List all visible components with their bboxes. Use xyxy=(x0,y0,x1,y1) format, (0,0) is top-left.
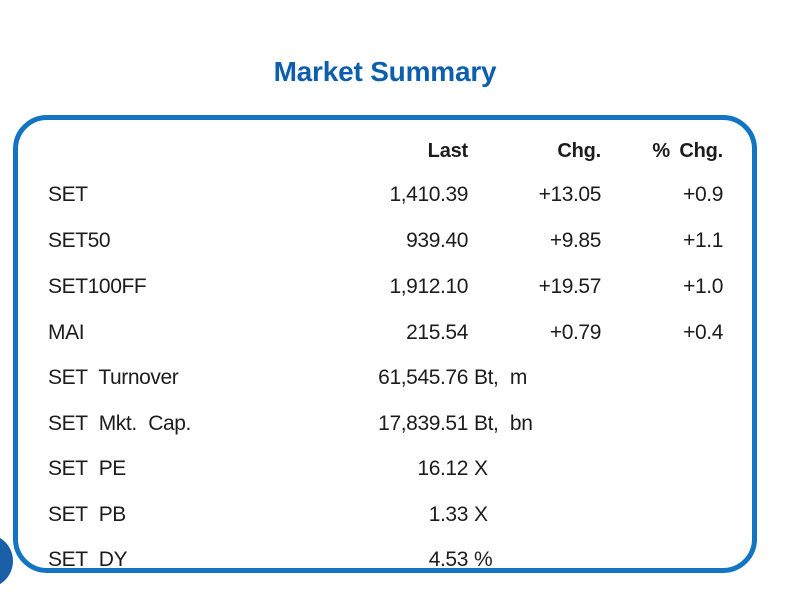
table-row-set-dy: SET DY 4.53 % xyxy=(18,545,752,575)
row-unit: X xyxy=(474,503,488,526)
page-title: Market Summary xyxy=(273,56,497,87)
row-last-value: 939.40 xyxy=(406,229,468,252)
row-chg-value: +0.79 xyxy=(549,321,602,344)
table-row-mai: MAI 215.54 +0.79 +0.4 xyxy=(18,318,752,348)
header-chg: Chg. xyxy=(557,140,601,162)
table-row-set-pb: SET PB 1.33 X xyxy=(18,500,752,530)
row-last-value: 1,410.39 xyxy=(389,183,468,206)
table-header-row: Last Chg. % Chg. xyxy=(18,136,752,166)
row-chg-value: +13.05 xyxy=(538,183,602,206)
row-pct-chg-value: +1.0 xyxy=(683,275,723,298)
row-last-value: 61,545.76 xyxy=(378,366,468,389)
table-row-set-turnover: SET Turnover 61,545.76 Bt, m xyxy=(18,363,752,393)
row-unit: Bt, bn xyxy=(474,412,533,435)
decorative-corner-circle xyxy=(0,534,13,588)
table-row-set-pe: SET PE 16.12 X xyxy=(18,454,752,484)
row-last-value: 215.54 xyxy=(406,321,468,344)
row-label: MAI xyxy=(48,321,85,344)
row-label: SET Mkt. Cap. xyxy=(48,412,191,435)
row-unit: % xyxy=(474,548,493,571)
row-label: SET xyxy=(48,183,88,206)
header-last: Last xyxy=(427,140,469,162)
row-last-value: 16.12 xyxy=(417,457,468,480)
row-unit: X xyxy=(474,457,488,480)
row-last-value: 1,912.10 xyxy=(389,275,468,298)
table-row-set50: SET50 939.40 +9.85 +1.1 xyxy=(18,226,752,256)
row-label: SET100FF xyxy=(48,275,147,298)
row-chg-value: +9.85 xyxy=(549,229,602,252)
row-last-value: 1.33 xyxy=(428,503,469,526)
table-row-set100ff: SET100FF 1,912.10 +19.57 +1.0 xyxy=(18,272,752,302)
row-label: SET50 xyxy=(48,229,111,252)
row-pct-chg-value: +0.4 xyxy=(683,321,723,344)
row-label: SET PE xyxy=(48,457,126,480)
market-summary-panel: Last Chg. % Chg. SET 1,410.39 +13.05 +0.… xyxy=(13,115,757,573)
header-pct-chg: % Chg. xyxy=(652,140,723,162)
table-row-set: SET 1,410.39 +13.05 +0.9 xyxy=(18,180,752,210)
row-chg-value: +19.57 xyxy=(538,275,602,298)
row-last-value: 4.53 xyxy=(428,548,469,571)
row-label: SET PB xyxy=(48,503,126,526)
row-pct-chg-value: +0.9 xyxy=(683,183,723,206)
row-pct-chg-value: +1.1 xyxy=(683,229,723,252)
row-unit: Bt, m xyxy=(474,366,528,389)
row-label: SET Turnover xyxy=(48,366,179,389)
row-label: SET DY xyxy=(48,548,128,571)
row-last-value: 17,839.51 xyxy=(378,412,468,435)
table-row-set-mkt-cap: SET Mkt. Cap. 17,839.51 Bt, bn xyxy=(18,409,752,439)
